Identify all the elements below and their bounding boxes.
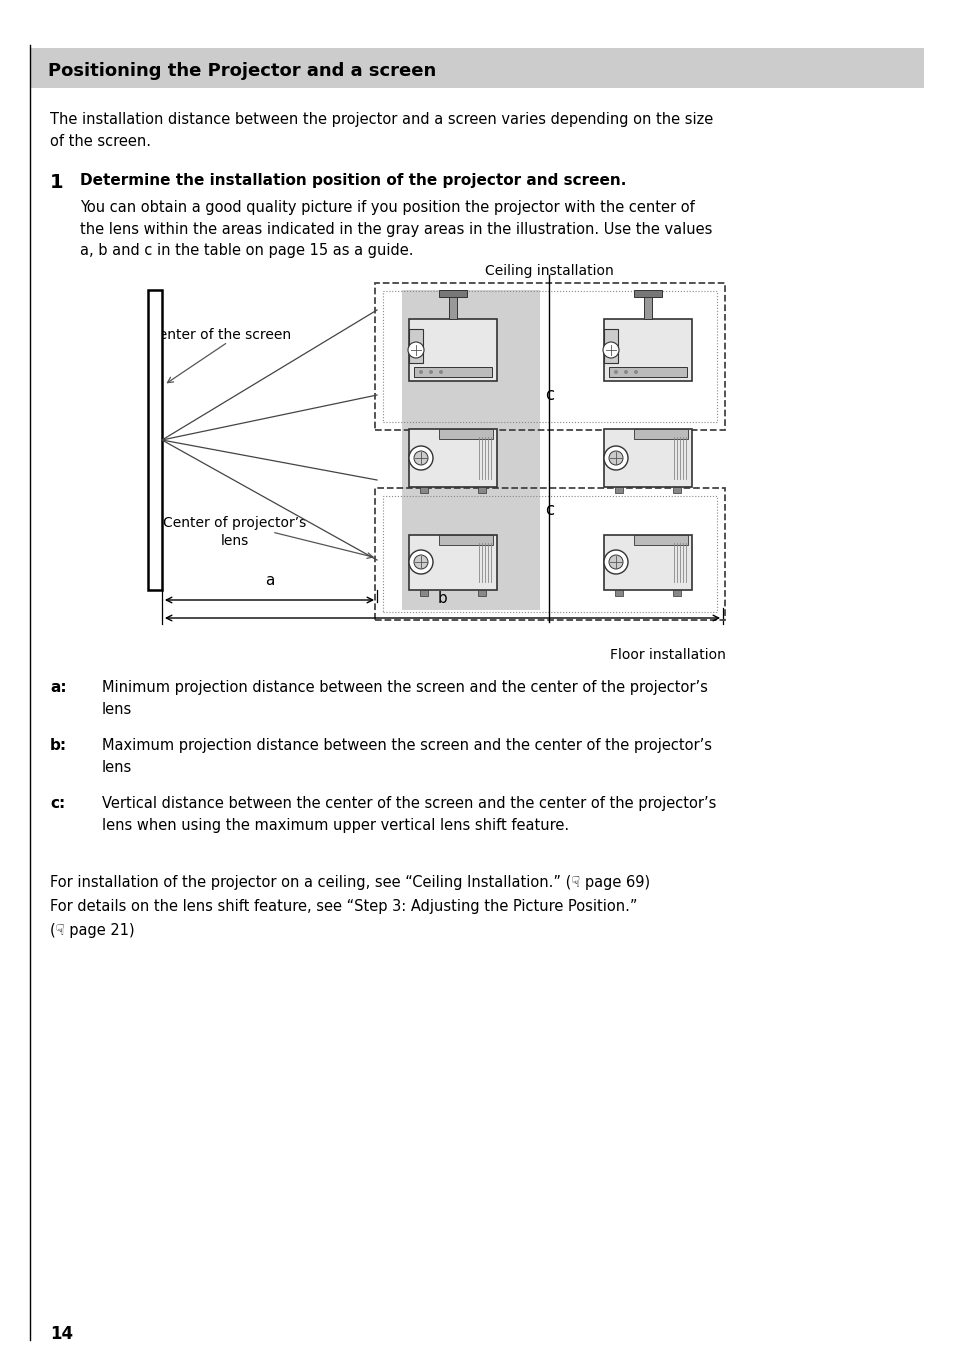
Text: b: b: [437, 591, 447, 606]
Bar: [401, 289, 539, 610]
Text: c: c: [544, 387, 554, 404]
Bar: [672, 589, 680, 595]
Circle shape: [418, 370, 422, 375]
Circle shape: [603, 446, 627, 470]
Bar: [608, 366, 686, 377]
Circle shape: [408, 342, 423, 358]
Text: a: a: [265, 573, 274, 588]
Bar: [643, 297, 651, 319]
Bar: [634, 289, 661, 297]
Text: You can obtain a good quality picture if you position the projector with the cen: You can obtain a good quality picture if…: [80, 200, 712, 258]
Bar: [634, 534, 687, 545]
Bar: [148, 289, 162, 589]
Text: Ceiling installation: Ceiling installation: [484, 264, 613, 279]
Circle shape: [634, 370, 638, 375]
Circle shape: [409, 550, 433, 575]
Text: Floor installation: Floor installation: [609, 648, 725, 662]
Circle shape: [608, 452, 622, 465]
Bar: [477, 487, 485, 493]
Bar: [409, 329, 422, 362]
Bar: [419, 487, 428, 493]
Bar: [603, 429, 691, 487]
Text: Vertical distance between the center of the screen and the center of the project: Vertical distance between the center of …: [102, 796, 716, 833]
Circle shape: [414, 452, 428, 465]
Bar: [382, 496, 717, 612]
Bar: [449, 297, 456, 319]
Text: Center of projector’s
lens: Center of projector’s lens: [163, 516, 306, 549]
Bar: [603, 534, 691, 589]
Bar: [409, 429, 497, 487]
Circle shape: [429, 370, 433, 375]
Circle shape: [438, 370, 442, 375]
Bar: [414, 366, 492, 377]
Bar: [603, 329, 618, 362]
Circle shape: [409, 446, 433, 470]
Bar: [438, 289, 467, 297]
Bar: [438, 429, 493, 439]
Bar: [419, 589, 428, 595]
Bar: [30, 49, 923, 88]
Circle shape: [614, 370, 618, 375]
Bar: [634, 429, 687, 439]
Text: Maximum projection distance between the screen and the center of the projector’s: Maximum projection distance between the …: [102, 738, 711, 775]
Circle shape: [603, 550, 627, 575]
Text: 1: 1: [50, 173, 64, 192]
Text: c:: c:: [50, 796, 65, 811]
Bar: [615, 589, 622, 595]
Text: Determine the installation position of the projector and screen.: Determine the installation position of t…: [80, 173, 626, 188]
Text: For details on the lens shift feature, see “Step 3: Adjusting the Picture Positi: For details on the lens shift feature, s…: [50, 899, 637, 914]
Bar: [477, 589, 485, 595]
Circle shape: [623, 370, 627, 375]
Bar: [603, 319, 691, 381]
Circle shape: [602, 342, 618, 358]
Bar: [438, 534, 493, 545]
Bar: [375, 488, 724, 621]
Text: (☟ page 21): (☟ page 21): [50, 923, 134, 938]
Circle shape: [608, 556, 622, 569]
Text: The installation distance between the projector and a screen varies depending on: The installation distance between the pr…: [50, 112, 713, 149]
Bar: [382, 291, 717, 422]
Text: c: c: [544, 502, 554, 519]
Text: Center of the screen: Center of the screen: [149, 329, 291, 342]
Circle shape: [414, 556, 428, 569]
Text: For installation of the projector on a ceiling, see “Ceiling Installation.” (☟ p: For installation of the projector on a c…: [50, 875, 649, 890]
Text: Minimum projection distance between the screen and the center of the projector’s: Minimum projection distance between the …: [102, 680, 707, 717]
Bar: [375, 283, 724, 430]
Text: a:: a:: [50, 680, 67, 695]
Bar: [615, 487, 622, 493]
Bar: [409, 319, 497, 381]
Text: b:: b:: [50, 738, 67, 753]
Bar: [672, 487, 680, 493]
Text: Positioning the Projector and a screen: Positioning the Projector and a screen: [48, 62, 436, 80]
Bar: [409, 534, 497, 589]
Text: 14: 14: [50, 1325, 73, 1343]
